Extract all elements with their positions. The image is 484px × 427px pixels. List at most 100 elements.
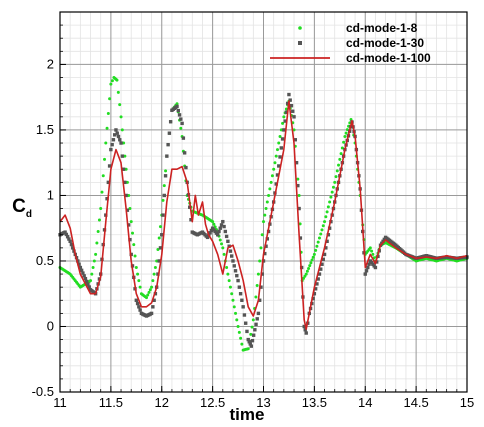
data-point-cd-mode-1-30 xyxy=(125,208,130,212)
data-point-cd-mode-1-8 xyxy=(96,229,100,233)
data-point-cd-mode-1-8 xyxy=(308,264,312,268)
data-point-cd-mode-1-8 xyxy=(323,220,327,224)
data-point-cd-mode-1-8 xyxy=(234,311,238,315)
data-point-cd-mode-1-30 xyxy=(363,272,367,276)
data-point-cd-mode-1-30 xyxy=(81,271,85,275)
data-point-cd-mode-1-8 xyxy=(239,336,243,340)
data-point-cd-mode-1-30 xyxy=(68,239,72,244)
data-point-cd-mode-1-8 xyxy=(304,272,308,276)
data-point-cd-mode-1-30 xyxy=(249,344,253,348)
data-point-cd-mode-1-8 xyxy=(255,284,259,288)
data-point-cd-mode-1-30 xyxy=(248,342,252,346)
ticks-layer xyxy=(59,11,468,393)
data-point-cd-mode-1-8 xyxy=(156,248,160,251)
data-point-cd-mode-1-30 xyxy=(367,262,371,266)
data-point-cd-mode-1-30 xyxy=(224,234,229,239)
data-point-cd-mode-1-8 xyxy=(273,161,277,165)
data-point-cd-mode-1-8 xyxy=(211,220,215,224)
data-point-cd-mode-1-8 xyxy=(235,318,239,322)
data-point-cd-mode-1-8 xyxy=(305,269,309,273)
data-point-cd-mode-1-30 xyxy=(382,237,387,242)
data-point-cd-mode-1-30 xyxy=(83,276,88,281)
data-point-cd-mode-1-8 xyxy=(317,236,321,240)
legend-swatch xyxy=(298,41,302,45)
data-point-cd-mode-1-8 xyxy=(90,272,94,276)
data-point-cd-mode-1-8 xyxy=(230,292,234,296)
data-point-cd-mode-1-30 xyxy=(254,322,258,326)
data-point-cd-mode-1-8 xyxy=(275,148,279,152)
data-point-cd-mode-1-30 xyxy=(128,237,132,242)
data-point-cd-mode-1-30 xyxy=(263,251,267,256)
data-point-cd-mode-1-30 xyxy=(107,164,112,168)
data-point-cd-mode-1-8 xyxy=(179,126,183,130)
data-point-cd-mode-1-30 xyxy=(165,154,169,158)
data-point-cd-mode-1-8 xyxy=(302,276,306,280)
data-point-cd-mode-1-30 xyxy=(319,267,323,271)
data-point-cd-mode-1-30 xyxy=(162,193,166,198)
data-point-cd-mode-1-30 xyxy=(63,230,67,234)
x-axis-title: time xyxy=(230,405,265,424)
data-point-cd-mode-1-30 xyxy=(67,237,71,241)
data-point-cd-mode-1-8 xyxy=(232,305,236,309)
data-point-cd-mode-1-30 xyxy=(243,321,248,325)
data-point-cd-mode-1-30 xyxy=(118,138,122,142)
data-point-cd-mode-1-8 xyxy=(344,131,348,135)
data-point-cd-mode-1-30 xyxy=(373,265,378,270)
data-point-cd-mode-1-8 xyxy=(338,157,342,161)
data-point-cd-mode-1-8 xyxy=(134,266,138,270)
data-point-cd-mode-1-30 xyxy=(277,164,281,168)
x-tick-label: 14.5 xyxy=(403,395,428,410)
data-point-cd-mode-1-8 xyxy=(319,232,323,236)
tick-labels: 11 11.5 12 12.5 13 13.5 14 14.5 15-0.500.511.52 xyxy=(32,56,475,410)
data-point-cd-mode-1-30 xyxy=(322,252,327,257)
data-point-cd-mode-1-30 xyxy=(126,223,131,227)
data-point-cd-mode-1-8 xyxy=(316,240,320,244)
data-point-cd-mode-1-30 xyxy=(321,257,325,262)
data-point-cd-mode-1-8 xyxy=(101,174,105,178)
data-point-cd-mode-1-30 xyxy=(326,233,331,237)
data-point-cd-mode-1-30 xyxy=(233,269,238,273)
data-point-cd-mode-1-8 xyxy=(307,266,311,270)
data-point-cd-mode-1-8 xyxy=(329,195,333,199)
data-point-cd-mode-1-8 xyxy=(152,272,156,276)
data-point-cd-mode-1-30 xyxy=(237,285,242,289)
data-point-cd-mode-1-30 xyxy=(278,155,282,159)
data-point-cd-mode-1-30 xyxy=(182,151,187,155)
data-point-cd-mode-1-8 xyxy=(258,259,262,263)
data-point-cd-mode-1-8 xyxy=(125,180,129,184)
data-point-cd-mode-1-8 xyxy=(106,112,110,116)
data-point-cd-mode-1-30 xyxy=(219,223,224,227)
data-point-cd-mode-1-30 xyxy=(274,182,278,186)
data-point-cd-mode-1-30 xyxy=(175,104,179,109)
data-point-cd-mode-1-8 xyxy=(151,279,155,283)
data-point-cd-mode-1-8 xyxy=(236,324,240,328)
data-point-cd-mode-1-8 xyxy=(333,180,337,184)
data-point-cd-mode-1-8 xyxy=(122,141,126,145)
data-point-cd-mode-1-8 xyxy=(133,254,137,258)
data-point-cd-mode-1-30 xyxy=(291,109,295,113)
data-point-cd-mode-1-30 xyxy=(282,128,286,132)
data-point-cd-mode-1-30 xyxy=(218,226,222,230)
data-point-cd-mode-1-30 xyxy=(304,331,308,335)
data-point-cd-mode-1-8 xyxy=(150,285,154,289)
data-point-cd-mode-1-30 xyxy=(124,193,128,198)
data-point-cd-mode-1-8 xyxy=(337,163,341,167)
data-point-cd-mode-1-8 xyxy=(250,325,254,329)
legend-item-cd-mode-1-100: cd-mode-1-100 xyxy=(270,51,431,65)
data-point-cd-mode-1-8 xyxy=(268,187,272,191)
data-point-cd-mode-1-30 xyxy=(184,165,188,170)
data-point-cd-mode-1-30 xyxy=(227,244,231,248)
data-point-cd-mode-1-30 xyxy=(152,298,156,302)
data-point-cd-mode-1-30 xyxy=(69,242,74,247)
data-point-cd-mode-1-8 xyxy=(298,222,302,226)
data-point-cd-mode-1-30 xyxy=(208,231,212,235)
data-point-cd-mode-1-8 xyxy=(123,154,127,158)
data-point-cd-mode-1-8 xyxy=(314,248,318,252)
data-point-cd-mode-1-8 xyxy=(321,224,325,228)
data-point-cd-mode-1-30 xyxy=(87,285,91,289)
data-point-cd-mode-1-8 xyxy=(228,285,232,289)
data-point-cd-mode-1-30 xyxy=(324,246,328,250)
data-point-cd-mode-1-8 xyxy=(240,342,244,346)
data-point-cd-mode-1-30 xyxy=(297,206,301,211)
